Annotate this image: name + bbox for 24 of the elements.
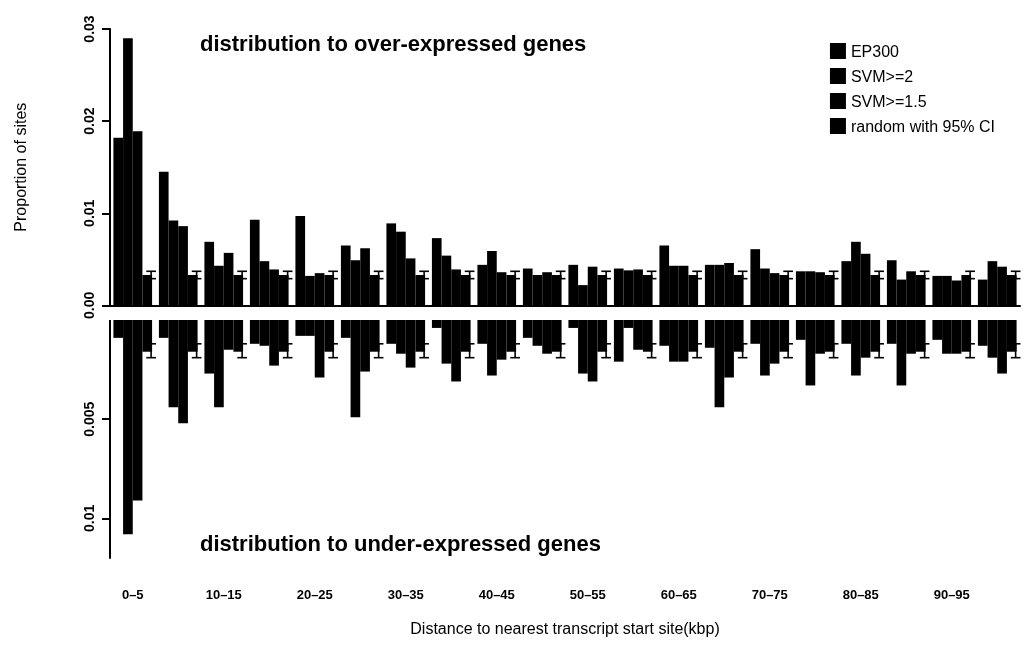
x-axis-title: Distance to nearest transcript start site(kbp)	[410, 619, 720, 637]
x-tick-label: 70–75	[751, 587, 788, 602]
x-tick-label: 50–55	[569, 587, 606, 602]
x-tick-label: 80–85	[842, 587, 879, 602]
annotation: distribution to over-expressed genes	[200, 30, 587, 56]
y-tick-label: 0.02	[81, 107, 97, 135]
legend-label: SVM>=1.5	[850, 92, 927, 110]
legend-label: SVM>=2	[850, 67, 914, 85]
x-tick-label: 0–5	[121, 587, 144, 602]
x-tick-label: 20–25	[296, 587, 333, 602]
y-tick-label: 0.01	[81, 199, 97, 227]
legend-label: random with 95% CI	[850, 117, 995, 135]
x-tick-label: 30–35	[387, 587, 424, 602]
x-tick-label: 90–95	[933, 587, 970, 602]
legend-label: EP300	[850, 42, 900, 60]
x-tick-label: 40–45	[478, 587, 515, 602]
annotation: distribution to under-expressed genes	[200, 530, 601, 556]
y-tick-label: 0.03	[81, 15, 97, 43]
y-axis-title: Proportion of sites	[11, 102, 29, 232]
y-tick-label: 0.00	[81, 291, 97, 319]
x-tick-label: 60–65	[660, 587, 697, 602]
y-tick-label: 0.01	[81, 504, 97, 532]
x-tick-label: 10–15	[205, 587, 242, 602]
y-tick-label: 0.005	[81, 401, 97, 437]
